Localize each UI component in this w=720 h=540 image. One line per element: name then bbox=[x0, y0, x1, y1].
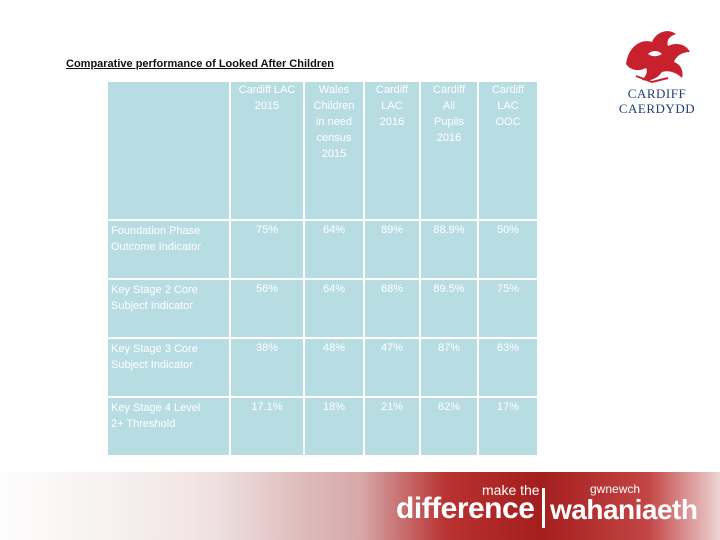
table-cell: 56% bbox=[231, 280, 303, 337]
column-header-line: 2016 bbox=[379, 116, 405, 128]
dragon-icon bbox=[626, 31, 690, 84]
row-label-line: 2+ Threshold bbox=[111, 418, 176, 430]
table-cell: 64% bbox=[305, 221, 363, 278]
row-label: Key Stage 2 Core Subject Indicator bbox=[108, 280, 229, 337]
table-cell: 75% bbox=[479, 280, 537, 337]
footer-tagline: make the difference gwnewch wahaniaeth bbox=[396, 478, 706, 530]
row-label-line: Key Stage 2 Core bbox=[111, 284, 198, 296]
column-header-line: 2016 bbox=[436, 132, 462, 144]
performance-table: Cardiff LAC 2015 Wales Children in need … bbox=[106, 80, 539, 457]
column-header: Wales Children in need census 2015 bbox=[305, 82, 363, 219]
column-header: Cardiff LAC 2015 bbox=[231, 82, 303, 219]
column-header-line: 2015 bbox=[321, 148, 347, 160]
column-header-line: Cardiff bbox=[491, 84, 525, 96]
table-cell: 21% bbox=[365, 398, 419, 455]
tagline-gwnewch: gwnewch bbox=[590, 482, 641, 496]
logo-text-caerdydd: CAERDYDD bbox=[618, 101, 696, 116]
table-row: Key Stage 2 Core Subject Indicator 56% 6… bbox=[108, 280, 537, 337]
row-label-line: Key Stage 3 Core bbox=[111, 343, 198, 355]
table-header-row: Cardiff LAC 2015 Wales Children in need … bbox=[108, 82, 537, 219]
table-cell: 47% bbox=[365, 339, 419, 396]
slide-title: Comparative performance of Looked After … bbox=[66, 58, 334, 70]
column-header-line: in need bbox=[315, 116, 353, 128]
column-header-line: All bbox=[442, 100, 456, 112]
column-header-line: Wales bbox=[318, 84, 350, 96]
tagline-wahaniaeth: wahaniaeth bbox=[550, 494, 698, 525]
tagline-make-the: make the bbox=[482, 482, 540, 498]
table-cell: 48% bbox=[305, 339, 363, 396]
footer-fold-decoration bbox=[0, 472, 300, 540]
column-header-line: Children bbox=[313, 100, 355, 112]
tagline-difference: difference bbox=[396, 492, 535, 525]
table-cell: 68% bbox=[365, 280, 419, 337]
cardiff-logo: CARDIFF CAERDYDD bbox=[612, 24, 702, 120]
column-header-line: Cardiff bbox=[432, 84, 466, 96]
row-label: Key Stage 4 Level 2+ Threshold bbox=[108, 398, 229, 455]
footer-banner bbox=[0, 472, 720, 540]
table-row: Key Stage 3 Core Subject Indicator 38% 4… bbox=[108, 339, 537, 396]
column-header-line: OOC bbox=[495, 116, 521, 128]
column-header-line: Cardiff bbox=[375, 84, 409, 96]
row-label: Foundation Phase Outcome Indicator bbox=[108, 221, 229, 278]
column-header: Cardiff LAC OOC bbox=[479, 82, 537, 219]
column-header-line: LAC bbox=[497, 100, 519, 112]
table-cell: 62% bbox=[421, 398, 477, 455]
tagline-divider bbox=[542, 488, 545, 528]
row-label: Key Stage 3 Core Subject Indicator bbox=[108, 339, 229, 396]
column-header-line: LAC bbox=[381, 100, 403, 112]
row-label-line: Subject Indicator bbox=[111, 300, 193, 312]
table-cell: 17% bbox=[479, 398, 537, 455]
column-header-line: Pupils bbox=[434, 116, 464, 128]
column-header-line: census bbox=[316, 132, 352, 144]
table-cell: 50% bbox=[479, 221, 537, 278]
row-label-line: Subject Indicator bbox=[111, 359, 193, 371]
row-label-line: Key Stage 4 Level bbox=[111, 402, 201, 414]
table-cell: 75% bbox=[231, 221, 303, 278]
table-cell: 88.9% bbox=[421, 221, 477, 278]
table-cell: 87% bbox=[421, 339, 477, 396]
table-cell: 89% bbox=[365, 221, 419, 278]
column-header-line: 2015 bbox=[254, 100, 280, 112]
row-label-line: Outcome Indicator bbox=[111, 241, 201, 253]
table-cell: 18% bbox=[305, 398, 363, 455]
header-corner-cell bbox=[108, 82, 229, 219]
table-cell: 38% bbox=[231, 339, 303, 396]
logo-text-cardiff: CARDIFF bbox=[627, 86, 687, 101]
table-cell: 64% bbox=[305, 280, 363, 337]
table-row: Key Stage 4 Level 2+ Threshold 17.1% 18%… bbox=[108, 398, 537, 455]
table-cell: 89.5% bbox=[421, 280, 477, 337]
column-header: Cardiff LAC 2016 bbox=[365, 82, 419, 219]
row-label-line: Foundation Phase bbox=[111, 225, 201, 237]
column-header: Cardiff All Pupils 2016 bbox=[421, 82, 477, 219]
table-row: Foundation Phase Outcome Indicator 75% 6… bbox=[108, 221, 537, 278]
table-cell: 17.1% bbox=[231, 398, 303, 455]
column-header-line: Cardiff LAC bbox=[238, 84, 296, 96]
table-cell: 63% bbox=[479, 339, 537, 396]
